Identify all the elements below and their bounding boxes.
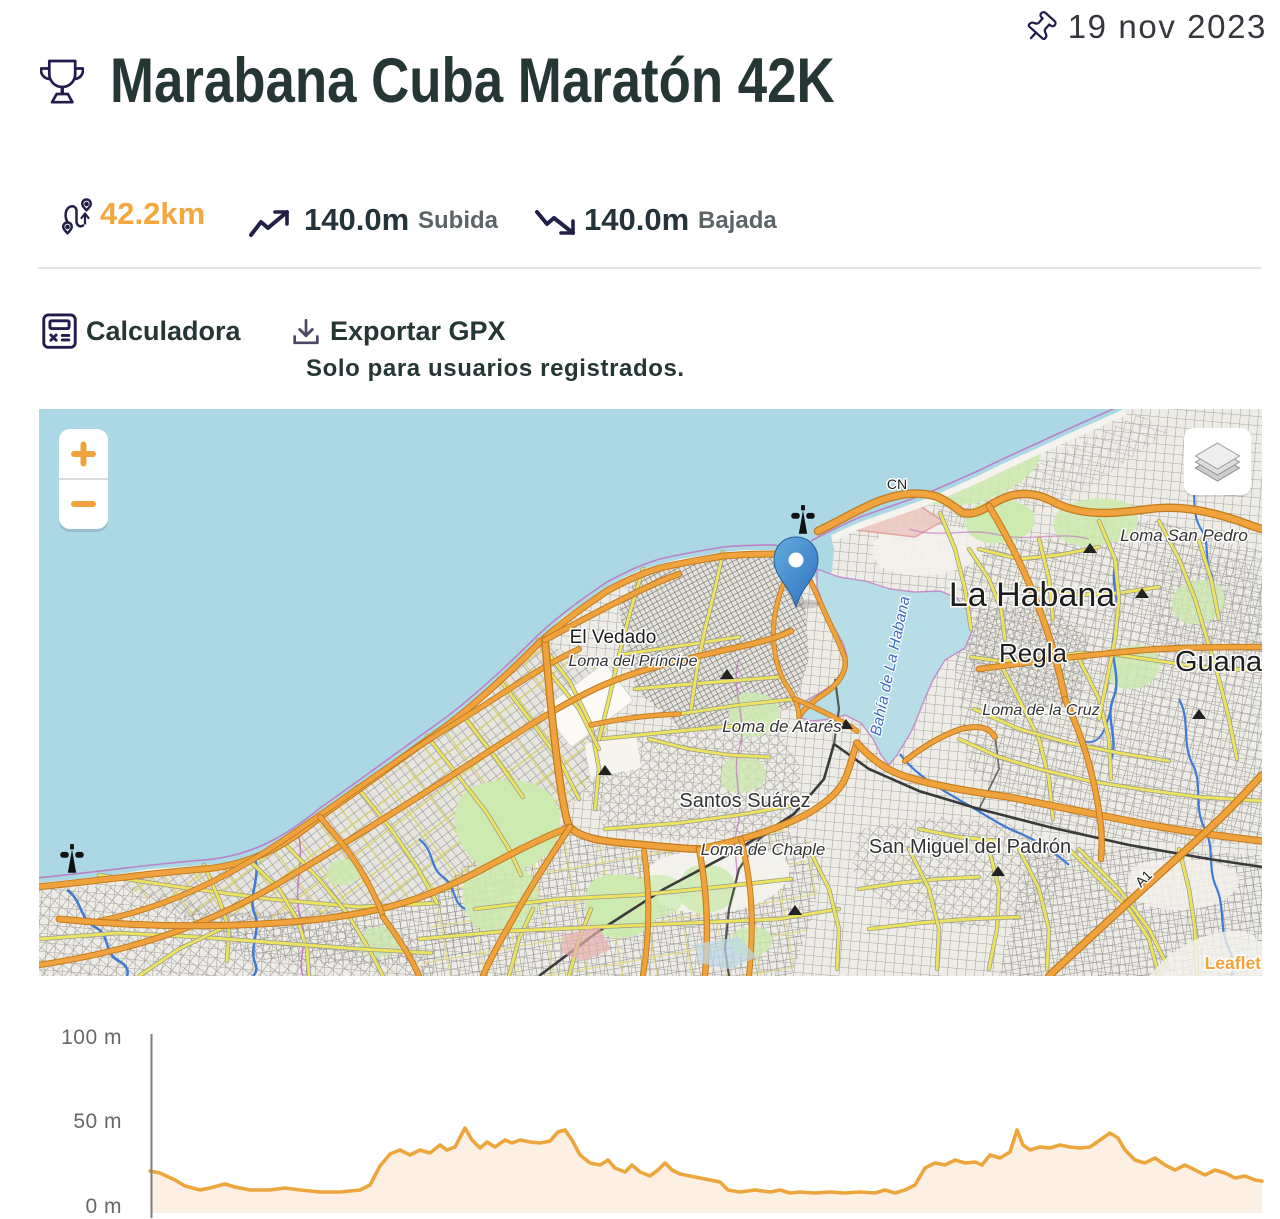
svg-text:Regla: Regla [999, 638, 1067, 668]
svg-text:Loma de la Cruz: Loma de la Cruz [982, 702, 1099, 719]
svg-text:Leaflet: Leaflet [1205, 953, 1262, 973]
svg-text:Guanabacoa: Guanabacoa [1175, 646, 1262, 678]
svg-text:San Miguel del Padrón: San Miguel del Padrón [869, 836, 1071, 858]
svg-text:Santos Suárez: Santos Suárez [679, 790, 810, 812]
svg-text:La Habana: La Habana [949, 576, 1115, 614]
svg-text:Loma San Pedro: Loma San Pedro [1120, 526, 1248, 545]
svg-text:Loma de Atarés: Loma de Atarés [722, 717, 842, 736]
svg-text:El Vedado: El Vedado [570, 627, 657, 648]
svg-text:CN: CN [887, 476, 907, 492]
svg-text:Loma de Chaple: Loma de Chaple [701, 840, 826, 859]
svg-text:Loma del Príncipe: Loma del Príncipe [569, 653, 698, 670]
